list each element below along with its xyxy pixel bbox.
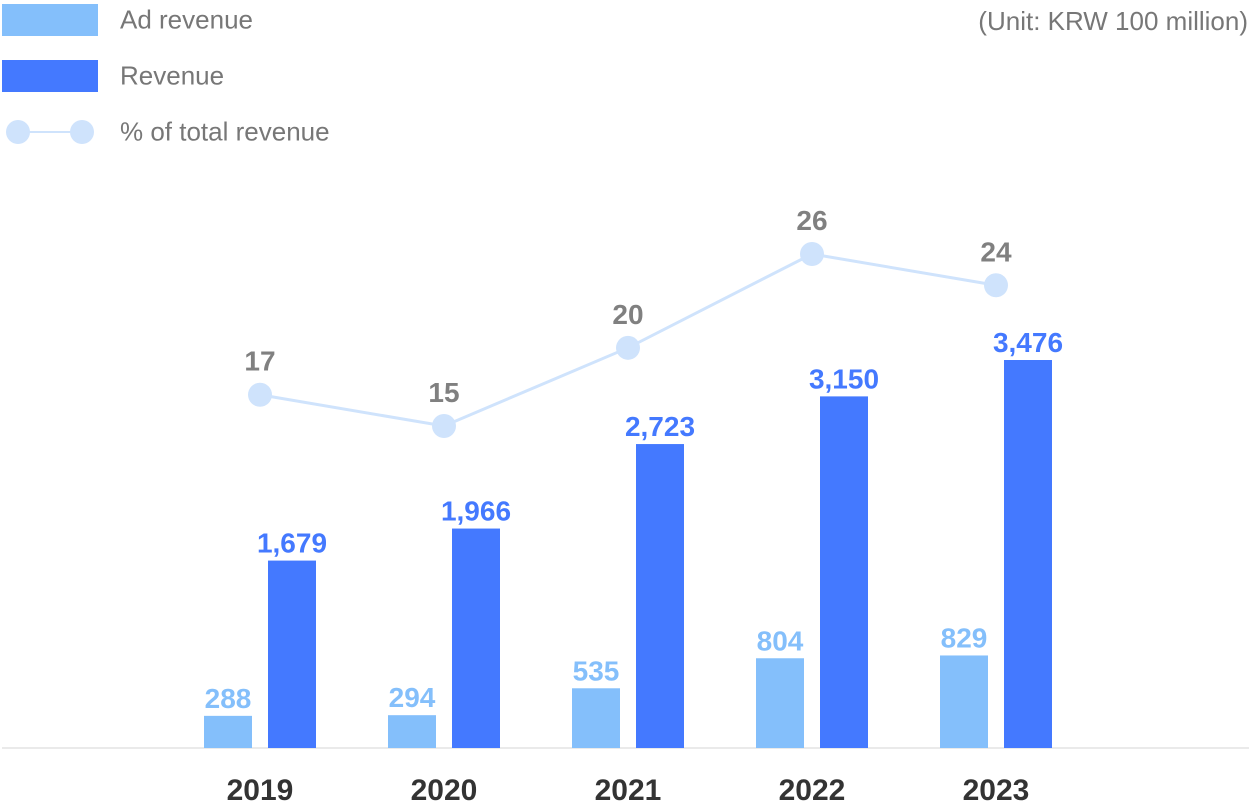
point-percent-total-revenue-2019 — [248, 382, 272, 407]
data-label-percent-total-revenue-2023: 24 — [980, 236, 1012, 267]
legend-line-swatch — [6, 120, 94, 144]
bar-ad-revenue-2022 — [756, 658, 804, 748]
legend-item-percent-total-revenue: % of total revenue — [0, 116, 330, 148]
point-percent-total-revenue-2021 — [616, 335, 640, 360]
data-label-revenue-2020: 1,966 — [441, 496, 511, 527]
x-tick-label-2021: 2021 — [595, 774, 662, 807]
legend-line-point-right — [70, 120, 94, 144]
bar-revenue-2021 — [636, 444, 684, 748]
x-tick-label-2022: 2022 — [779, 774, 846, 807]
bar-ad-revenue-2021 — [572, 688, 620, 748]
x-tick-label-2019: 2019 — [227, 774, 294, 807]
point-percent-total-revenue-2022 — [800, 242, 824, 266]
point-percent-total-revenue-2023 — [984, 273, 1008, 298]
legend-swatch-revenue — [2, 60, 98, 92]
legend-swatch-ad-revenue — [2, 4, 98, 36]
data-label-revenue-2019: 1,679 — [257, 528, 327, 559]
data-label-percent-total-revenue-2021: 20 — [612, 299, 643, 330]
data-label-revenue-2022: 3,150 — [809, 363, 879, 394]
point-percent-total-revenue-2020 — [432, 414, 456, 438]
data-label-ad-revenue-2022: 804 — [757, 625, 804, 656]
legend-label-percent-total-revenue: % of total revenue — [120, 116, 330, 147]
data-label-percent-total-revenue-2019: 17 — [244, 346, 275, 377]
data-label-ad-revenue-2019: 288 — [205, 683, 252, 714]
data-label-ad-revenue-2023: 829 — [941, 622, 988, 653]
bar-revenue-2019 — [268, 560, 316, 748]
legend-line-point-left — [6, 120, 30, 144]
data-label-ad-revenue-2021: 535 — [573, 655, 620, 686]
legend-label-ad-revenue: Ad revenue — [120, 4, 253, 35]
bar-revenue-2022 — [820, 396, 868, 748]
bar-revenue-2023 — [1004, 360, 1052, 748]
bar-ad-revenue-2020 — [388, 715, 436, 748]
x-tick-label-2020: 2020 — [411, 774, 478, 807]
data-label-percent-total-revenue-2022: 26 — [796, 205, 827, 236]
bar-ad-revenue-2023 — [940, 655, 988, 748]
data-label-revenue-2023: 3,476 — [993, 327, 1063, 358]
bar-ad-revenue-2019 — [204, 715, 252, 748]
unit-note: (Unit: KRW 100 million) — [978, 6, 1248, 36]
legend-label-revenue: Revenue — [120, 60, 225, 91]
data-label-percent-total-revenue-2020: 15 — [428, 377, 459, 408]
data-label-revenue-2021: 2,723 — [625, 411, 695, 442]
data-label-ad-revenue-2020: 294 — [389, 682, 436, 713]
x-tick-label-2023: 2023 — [963, 774, 1030, 807]
bar-revenue-2020 — [452, 528, 500, 748]
